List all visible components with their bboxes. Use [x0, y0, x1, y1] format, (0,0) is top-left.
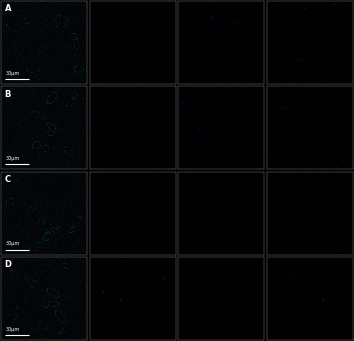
Text: B: B [5, 90, 11, 99]
Text: C: C [5, 175, 11, 184]
Text: 30μm: 30μm [5, 327, 19, 332]
Text: 30μm: 30μm [5, 156, 19, 161]
Text: 30μm: 30μm [5, 71, 19, 76]
Text: 30μm: 30μm [5, 241, 19, 247]
Text: A: A [5, 4, 11, 13]
Text: D: D [5, 260, 12, 269]
